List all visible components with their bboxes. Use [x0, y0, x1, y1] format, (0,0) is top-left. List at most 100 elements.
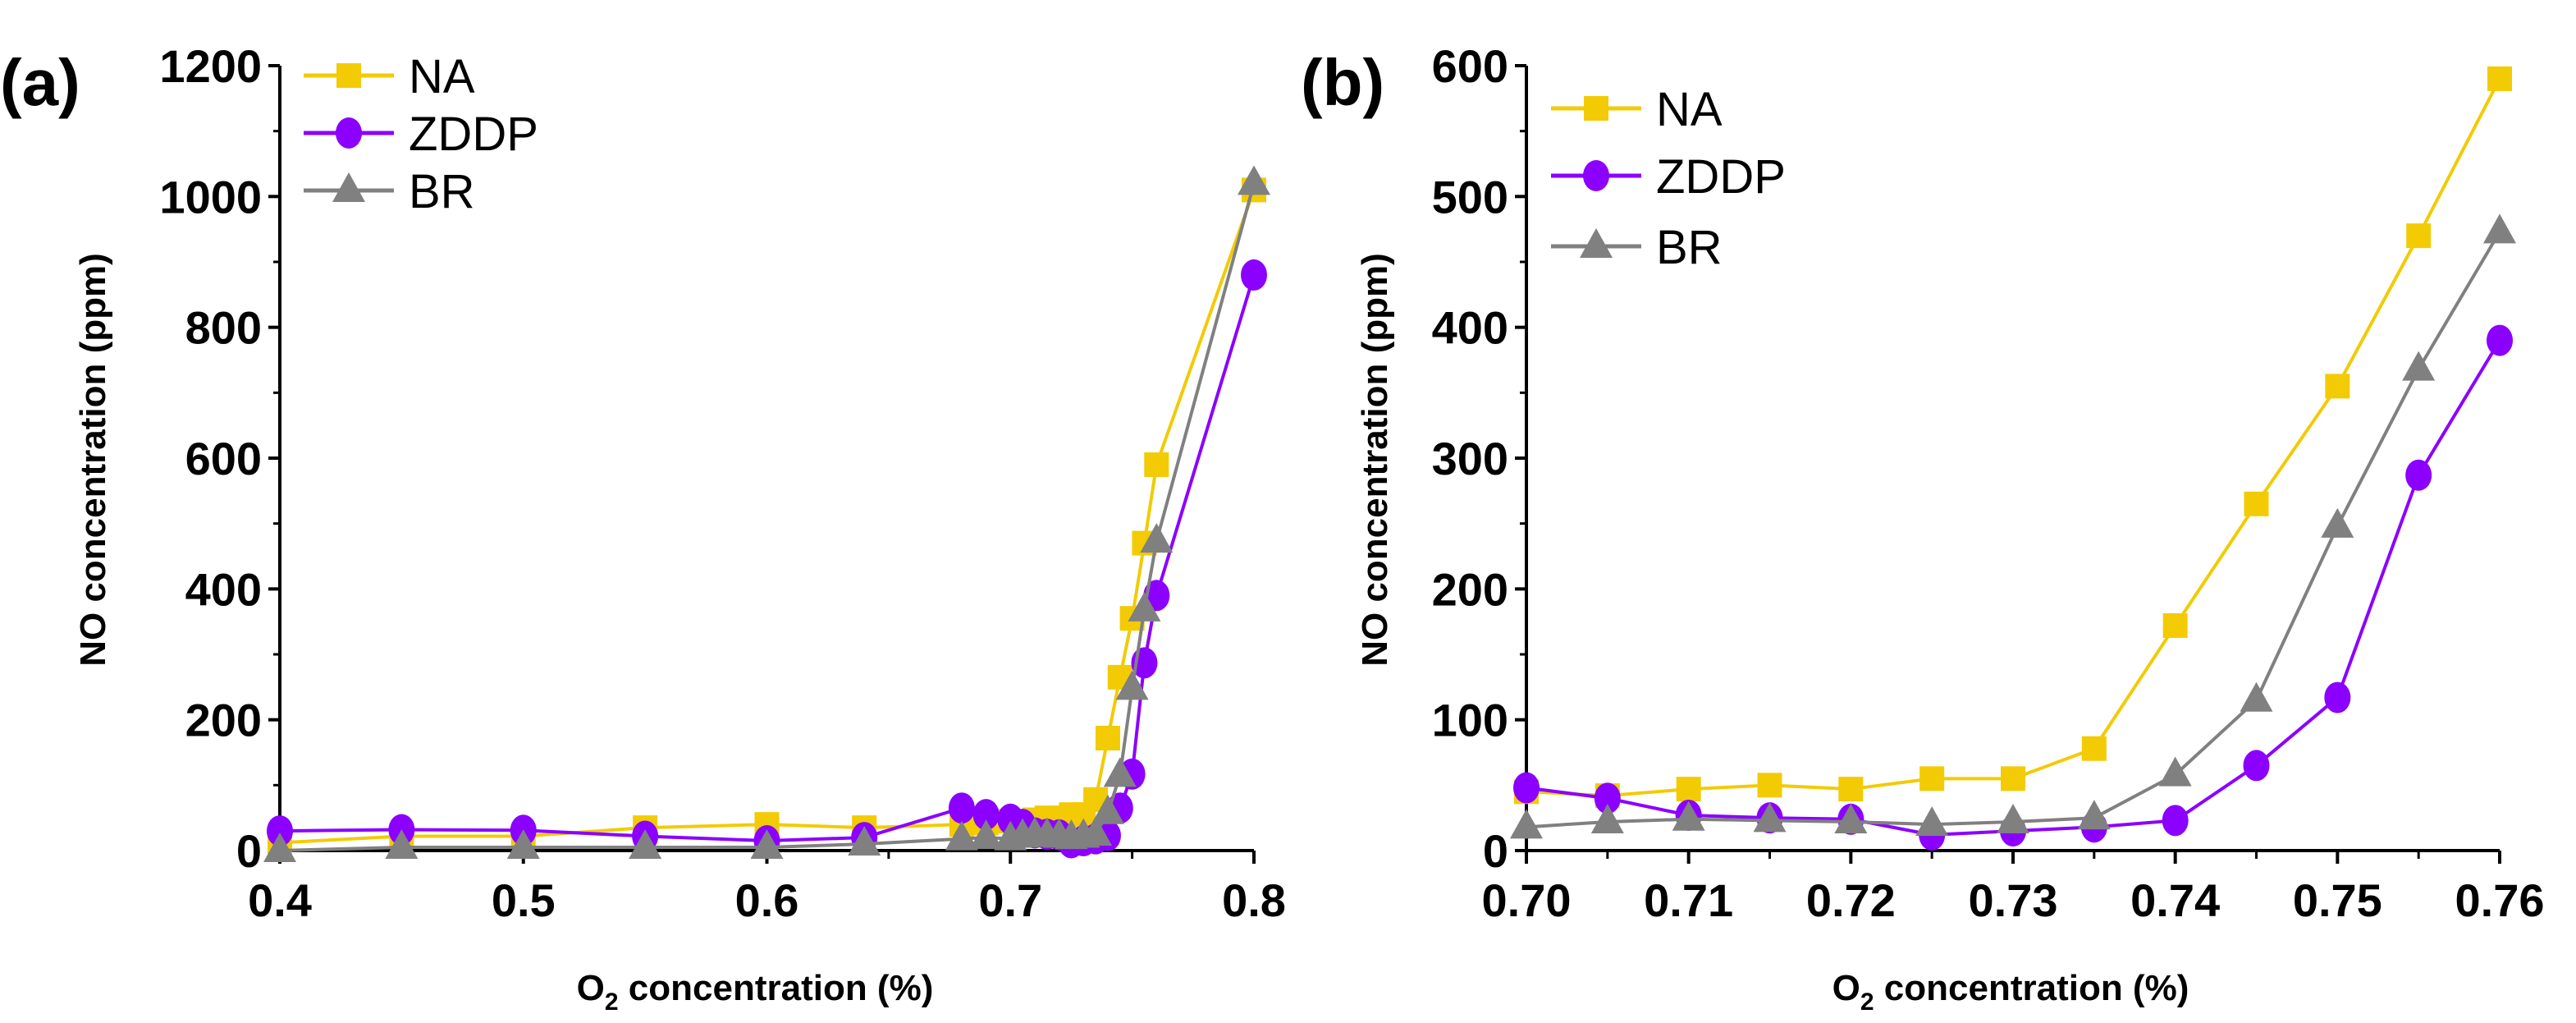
data-point — [1140, 523, 1174, 553]
legend-item-zddp: ZDDP — [1551, 150, 1786, 204]
data-point — [1241, 259, 1267, 291]
data-point — [2240, 681, 2273, 712]
x-tick-label: 0.76 — [2455, 874, 2545, 926]
data-point — [1915, 806, 1949, 837]
y-tick-label: 600 — [185, 433, 262, 484]
data-point — [2402, 351, 2436, 381]
panel-b: (b) NO concentration (ppm) O2 concentrat… — [1301, 40, 2545, 1016]
data-point — [969, 819, 1003, 850]
legend-item-na: NA — [304, 50, 475, 103]
legend-marker-icon — [332, 172, 365, 202]
y-tick-label: 500 — [1432, 171, 1508, 222]
data-point — [2001, 766, 2025, 791]
data-point — [2405, 459, 2432, 491]
data-point — [263, 833, 296, 862]
y-tick-label: 200 — [185, 695, 262, 746]
series-br — [263, 165, 1270, 862]
data-point — [2243, 750, 2270, 782]
x-axis-label: O2 concentration (%) — [577, 968, 934, 1016]
x-tick-label: 0.8 — [1222, 874, 1286, 926]
x-label-subscript: 2 — [1860, 989, 1874, 1016]
data-point — [2321, 507, 2354, 538]
y-tick-label: 1000 — [159, 171, 262, 222]
data-point — [506, 829, 540, 860]
legend-marker-icon — [336, 63, 361, 88]
data-point — [1091, 794, 1124, 824]
y-tick-label: 400 — [185, 563, 262, 615]
legend-item-br: BR — [1551, 221, 1723, 274]
x-label-rest: concentration (%) — [619, 968, 934, 1008]
panel-a: (a) NO concentration (ppm) O2 concentrat… — [0, 40, 1286, 1016]
x-tick-label: 0.71 — [1644, 874, 1733, 926]
legend-label: ZDDP — [1656, 150, 1786, 204]
x-axis-label: O2 concentration (%) — [1832, 968, 2189, 1016]
data-point — [1079, 816, 1113, 846]
series-na — [268, 177, 1266, 856]
data-point — [1238, 165, 1270, 195]
x-tick-label: 0.6 — [735, 874, 799, 926]
y-tick-label: 600 — [1432, 40, 1508, 92]
data-point — [750, 829, 784, 860]
x-tick-label: 0.73 — [1969, 874, 2058, 926]
legend-marker-icon — [1583, 160, 1609, 191]
data-point — [1997, 803, 2029, 833]
data-point — [1672, 801, 1705, 831]
y-tick-label: 100 — [1432, 695, 1508, 746]
data-point — [1144, 452, 1169, 477]
data-point — [267, 815, 293, 847]
x-tick-label: 0.4 — [248, 874, 312, 926]
x-label-o: O — [1832, 968, 1860, 1008]
data-point — [2244, 491, 2269, 516]
data-point — [2158, 756, 2192, 787]
legend-marker-icon — [336, 117, 362, 149]
y-tick-label: 0 — [1483, 825, 1508, 877]
y-axis-label: NO concentration (ppm) — [73, 253, 113, 667]
panel-label: (a) — [0, 46, 80, 119]
data-point — [848, 826, 881, 856]
legend-label: BR — [409, 165, 475, 218]
data-point — [1838, 777, 1864, 802]
legend-label: NA — [1656, 83, 1723, 136]
x-label-rest: concentration (%) — [1874, 968, 2189, 1008]
legend-item-br: BR — [304, 165, 475, 218]
data-point — [1513, 772, 1540, 804]
data-point — [945, 820, 978, 851]
y-axis-label: NO concentration (ppm) — [1355, 253, 1395, 667]
legend-label: BR — [1656, 221, 1723, 274]
data-point — [1115, 670, 1149, 700]
data-point — [1919, 766, 1945, 791]
data-point — [1676, 777, 1701, 802]
data-point — [2325, 374, 2350, 399]
data-point — [1510, 809, 1543, 839]
legend-item-na: NA — [1551, 83, 1723, 136]
data-point — [2162, 612, 2188, 638]
x-tick-label: 0.5 — [492, 874, 556, 926]
x-tick-label: 0.75 — [2293, 874, 2382, 926]
y-tick-label: 200 — [1432, 563, 1508, 615]
data-point — [1128, 591, 1161, 622]
data-point — [2162, 805, 2189, 837]
data-point — [1834, 803, 1868, 833]
y-tick-label: 1200 — [159, 40, 262, 92]
series-br — [1510, 213, 2516, 839]
x-label-subscript: 2 — [605, 989, 619, 1016]
legend-marker-icon — [1580, 228, 1613, 258]
series-line — [1526, 231, 2501, 829]
x-tick-label: 0.7 — [978, 874, 1042, 926]
y-tick-label: 300 — [1432, 433, 1508, 484]
data-point — [2077, 800, 2111, 830]
series-line — [279, 274, 1256, 845]
legend-label: NA — [409, 50, 475, 103]
series-line — [1526, 339, 2501, 837]
data-point — [2406, 223, 2432, 249]
data-point — [2487, 66, 2512, 91]
data-point — [385, 829, 419, 860]
legend-item-zddp: ZDDP — [304, 108, 538, 161]
data-point — [972, 799, 1000, 831]
data-point — [2081, 736, 2107, 761]
data-point — [2487, 324, 2513, 356]
x-label-o: O — [577, 968, 605, 1008]
data-point — [1103, 757, 1137, 787]
panel-label: (b) — [1301, 46, 1384, 119]
